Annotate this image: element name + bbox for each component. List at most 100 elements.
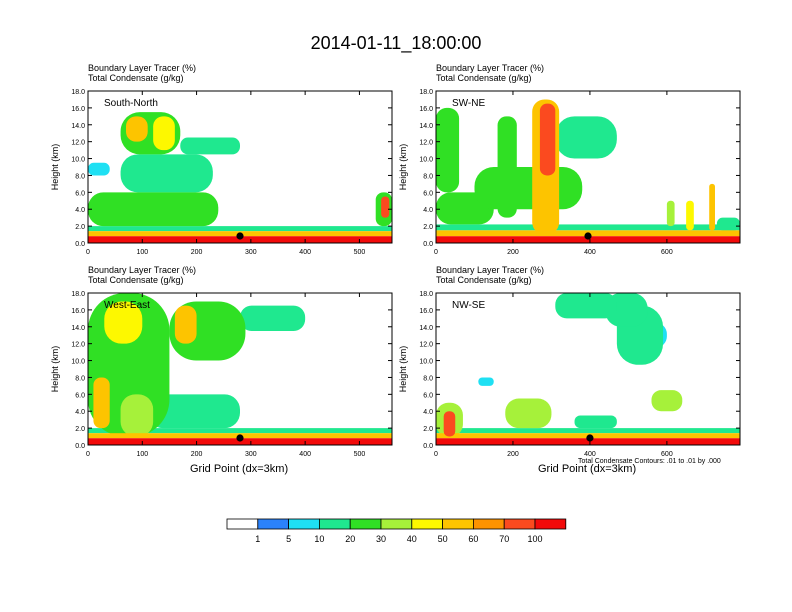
tracer-field-region	[88, 236, 392, 243]
colorbar-label: 20	[345, 534, 355, 544]
tracer-field-region	[651, 390, 683, 412]
tracer-field-region	[147, 394, 240, 429]
location-marker	[236, 232, 244, 240]
tracer-field-region	[539, 103, 556, 176]
tracer-field-region	[180, 137, 240, 155]
colorbar-swatch	[442, 518, 474, 530]
colorbar-swatch	[503, 518, 536, 530]
y-axis-label: Height (km)	[398, 144, 408, 191]
x-tick-label: 200	[191, 451, 203, 458]
y-tick-label: 10.0	[71, 359, 85, 366]
tracer-field-region	[555, 293, 617, 319]
tracer-field-region	[505, 398, 552, 429]
y-tick-label: 8.0	[75, 173, 85, 180]
colorbar-swatch	[288, 518, 320, 530]
colorbar-swatch	[257, 518, 289, 530]
tracer-field-region	[88, 226, 392, 232]
colorbar-label: 60	[468, 534, 478, 544]
location-marker	[586, 434, 594, 442]
x-tick-label: 0	[434, 451, 438, 458]
y-tick-label: 14.0	[419, 123, 433, 130]
x-tick-label: 200	[507, 249, 519, 256]
panel-title: Boundary Layer Tracer (%) Total Condensat…	[88, 63, 196, 83]
x-axis-label: Grid Point (dx=3km)	[538, 463, 637, 475]
x-tick-label: 600	[661, 249, 673, 256]
panel-title-line: Boundary Layer Tracer (%)	[436, 265, 545, 275]
x-tick-label: 300	[245, 249, 257, 256]
x-tick-label: 0	[86, 451, 90, 458]
y-tick-label: 10.0	[419, 359, 433, 366]
tracer-field-region	[716, 217, 740, 231]
colorbar-label: 100	[527, 534, 542, 544]
colorbar-label: 5	[286, 534, 291, 544]
y-tick-label: 16.0	[71, 106, 85, 113]
colorbar-label: 50	[438, 534, 448, 544]
colorbar-swatch	[380, 518, 413, 530]
x-tick-label: 0	[434, 249, 438, 256]
y-tick-label: 12.0	[419, 342, 433, 349]
tracer-field-region	[555, 116, 617, 159]
tracer-field-region	[126, 116, 148, 142]
y-tick-label: 8.0	[423, 375, 433, 382]
y-tick-label: 4.0	[423, 207, 433, 214]
y-tick-label: 2.0	[75, 426, 85, 433]
plot-frame	[87, 90, 393, 244]
tracer-field-region	[104, 301, 143, 344]
y-tick-label: 12.0	[71, 342, 85, 349]
tracer-field-region	[497, 116, 517, 218]
y-tick-label: 12.0	[71, 140, 85, 147]
tracer-field-region	[381, 196, 390, 218]
x-tick-label: 200	[191, 249, 203, 256]
contour-footnote: Total Condensate Contours: .01 to .01 by…	[578, 458, 721, 465]
panel-title-line: Boundary Layer Tracer (%)	[436, 63, 545, 73]
location-marker	[584, 232, 592, 240]
panel-title-line: Total Condensate (g/kg)	[436, 73, 532, 83]
tracer-field-region	[686, 200, 694, 231]
y-tick-label: 14.0	[419, 325, 433, 332]
colorbar-swatch	[226, 518, 259, 530]
y-tick-label: 12.0	[419, 140, 433, 147]
colorbar-swatch	[472, 518, 505, 530]
y-tick-label: 10.0	[71, 157, 85, 164]
plot-frame	[435, 292, 741, 446]
y-tick-label: 2.0	[75, 224, 85, 231]
y-tick-label: 18.0	[419, 89, 433, 96]
tracer-field-region	[666, 200, 675, 227]
cross-section-label: West-East	[104, 300, 150, 311]
colorbar-label: 10	[314, 534, 324, 544]
y-tick-label: 14.0	[71, 325, 85, 332]
x-tick-label: 100	[136, 249, 148, 256]
y-tick-label: 4.0	[75, 207, 85, 214]
panel-title-line: Total Condensate (g/kg)	[88, 73, 184, 83]
x-tick-label: 600	[661, 451, 673, 458]
y-tick-label: 14.0	[71, 123, 85, 130]
colorbar-label: 40	[407, 534, 417, 544]
x-axis-label: Grid Point (dx=3km)	[190, 463, 289, 475]
y-tick-label: 2.0	[423, 224, 433, 231]
x-tick-label: 100	[136, 451, 148, 458]
y-tick-label: 16.0	[71, 308, 85, 315]
y-tick-label: 6.0	[423, 190, 433, 197]
tracer-field-region	[88, 438, 392, 445]
tracer-field-region	[88, 162, 110, 176]
tracer-field-region	[436, 428, 740, 434]
x-tick-label: 300	[245, 451, 257, 458]
tracer-field-region	[240, 305, 306, 331]
y-tick-label: 0.0	[75, 443, 85, 450]
panel-title: Boundary Layer Tracer (%) Total Condensat…	[436, 265, 544, 285]
tracer-field-region	[436, 224, 740, 231]
y-tick-label: 16.0	[419, 106, 433, 113]
panel-title-line: Total Condensate (g/kg)	[88, 275, 184, 285]
tracer-field-region	[443, 411, 456, 437]
y-axis-label: Height (km)	[50, 144, 60, 191]
plot-frame	[87, 292, 393, 446]
figure-title: 2014-01-11_18:00:00	[310, 33, 482, 53]
tracer-field-region	[436, 236, 740, 243]
x-tick-label: 0	[86, 249, 90, 256]
y-tick-label: 8.0	[423, 173, 433, 180]
y-tick-label: 18.0	[71, 291, 85, 298]
tracer-field-region	[174, 305, 197, 344]
